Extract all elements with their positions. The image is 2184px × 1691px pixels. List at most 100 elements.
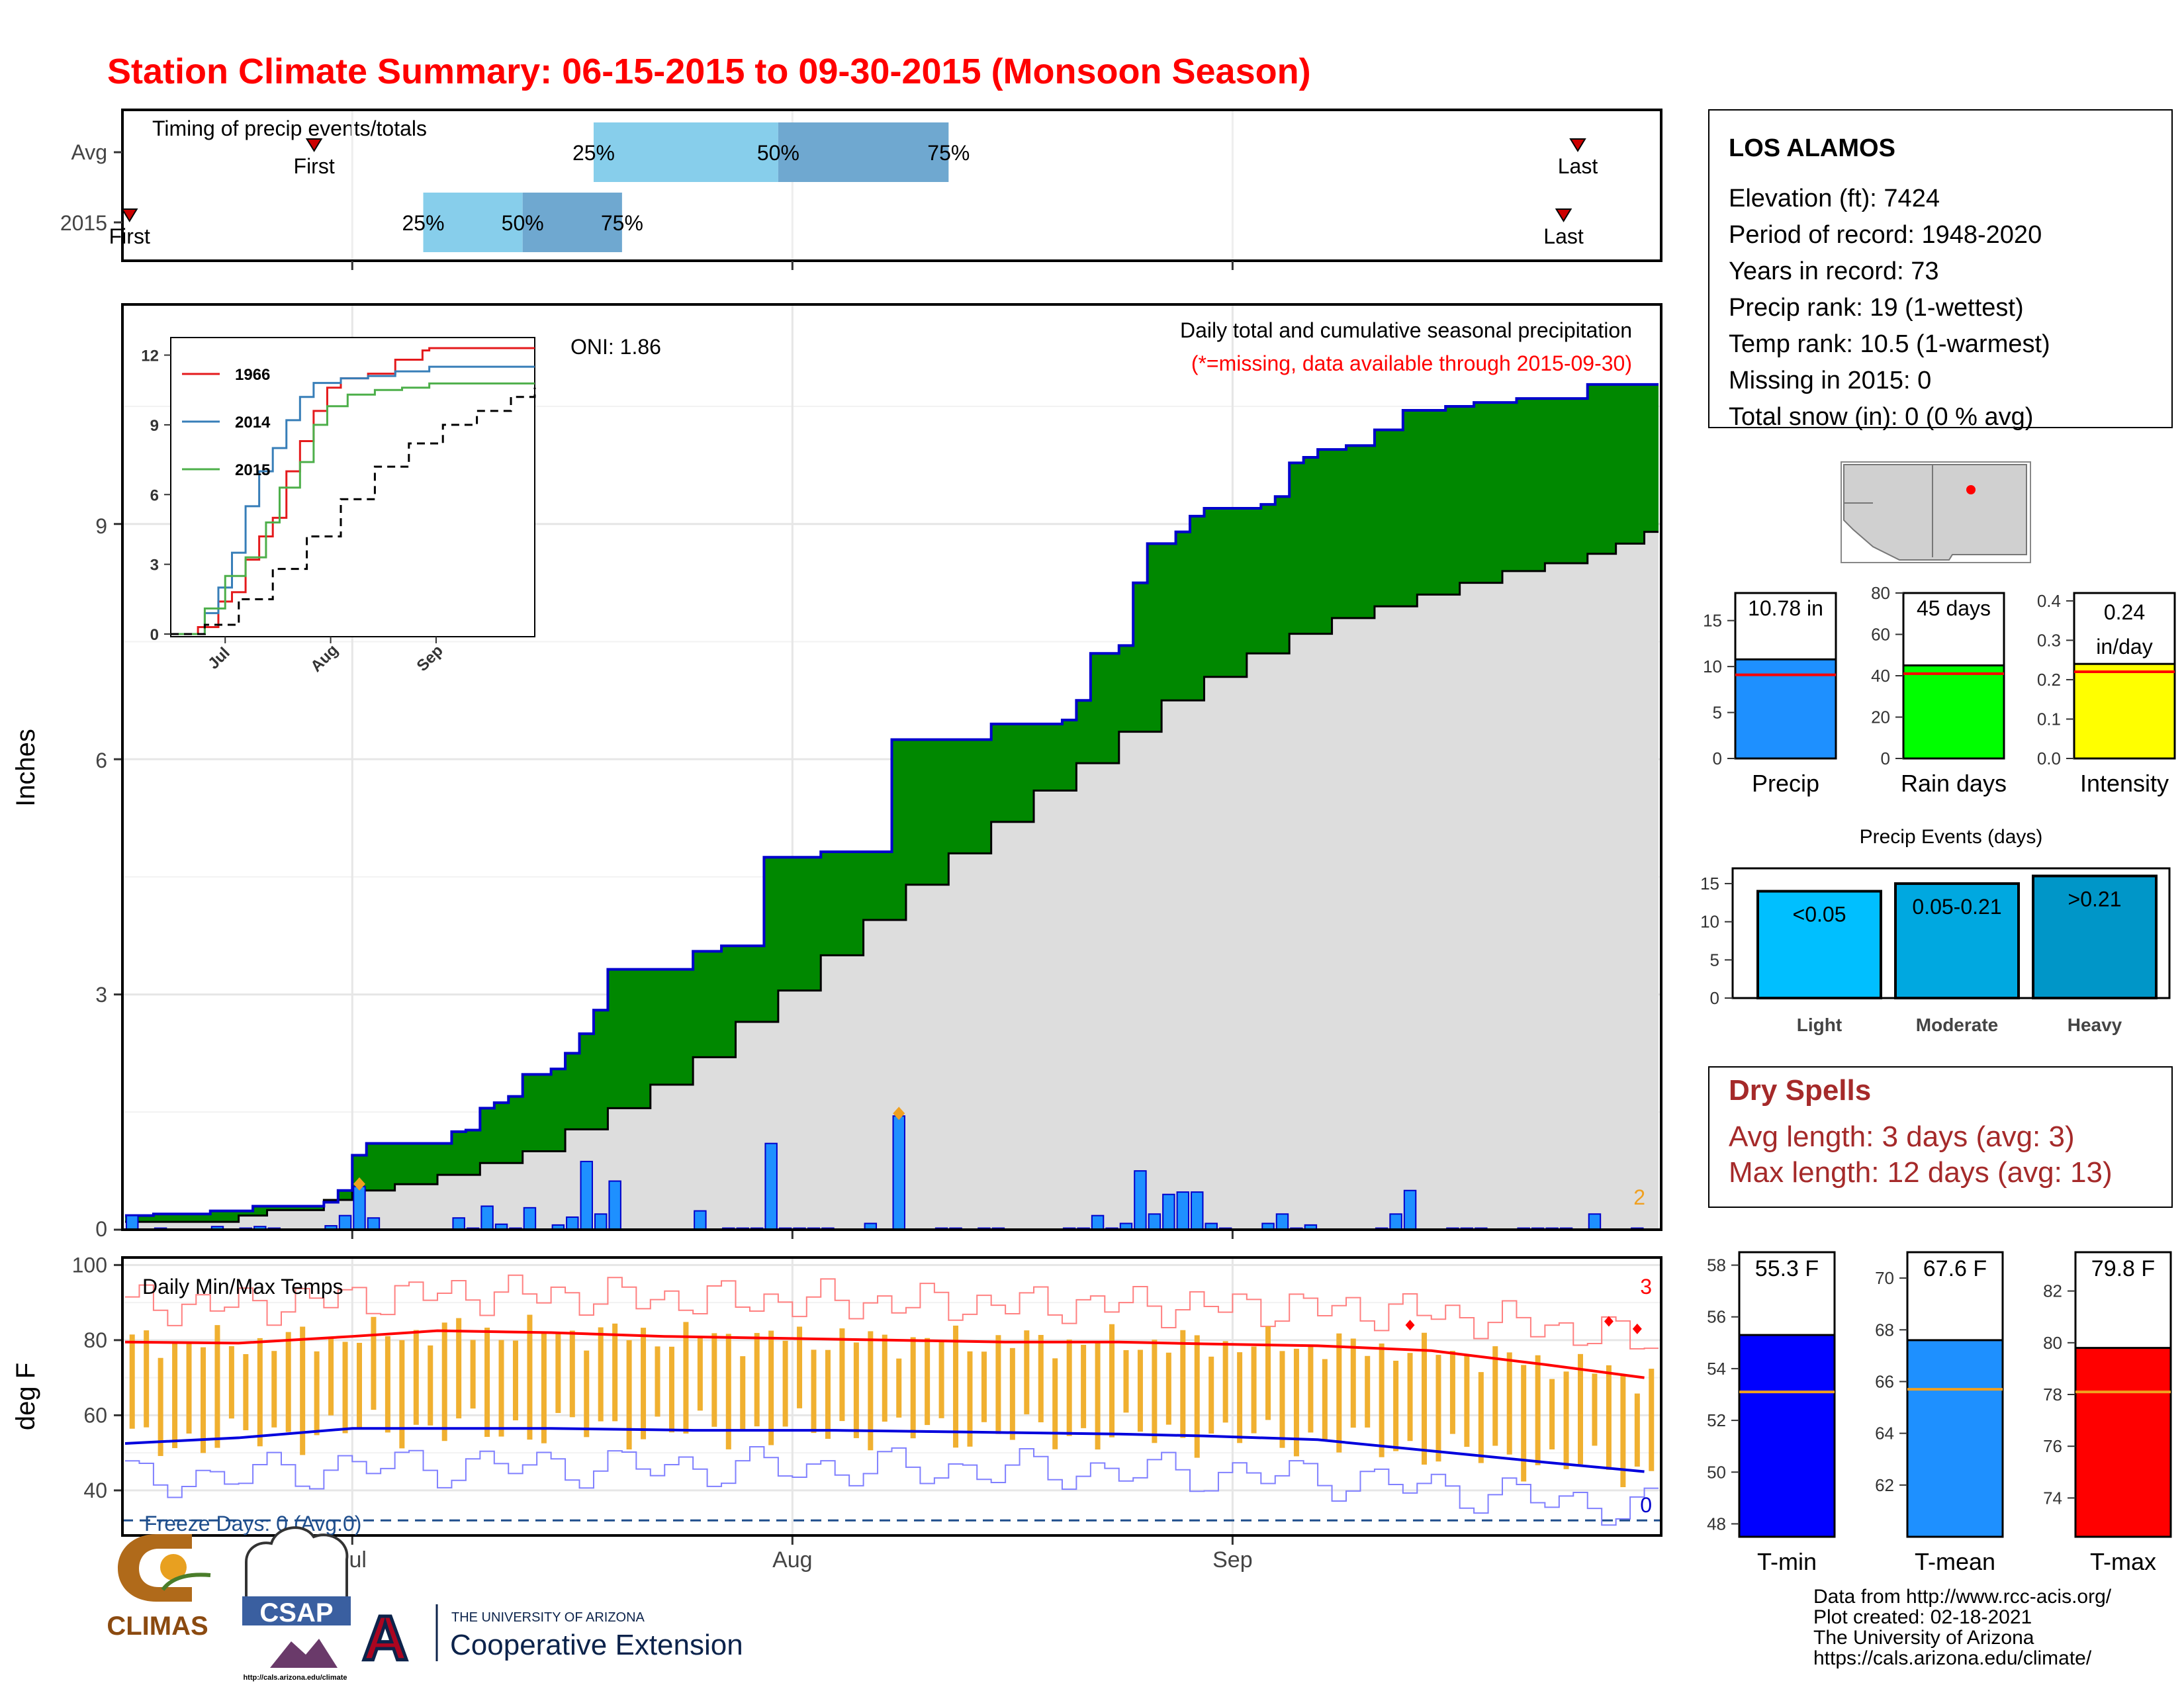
temp-bar-value-label: 67.6 F [1923,1256,1987,1281]
timing-last-label: Last [1558,154,1598,178]
daily-temp-range-bar [768,1330,774,1445]
map-states-shape [1843,464,2027,561]
footer-credits: Data from http://www.rcc-acis.org/ Plot … [1813,1586,2112,1669]
daily-precip-bar [1134,1170,1147,1230]
daily-precip-bar [480,1205,494,1231]
freeze-days-label: Freeze Days: 0 (Avg:0) [144,1512,361,1535]
daily-precip-bar [694,1210,707,1231]
events-bar-range: 0.05-0.21 [1912,895,2001,919]
daily-temp-range-bar [1038,1335,1044,1423]
temperature-y-label: deg F [11,1363,40,1430]
timing-q50-label: 50% [757,141,799,165]
station-period: Period of record: 1948-2020 [1729,221,2042,249]
daily-temp-range-bar [1435,1355,1441,1462]
daily-temp-range-bar [385,1336,390,1433]
climatology-precip-line [125,531,1659,1223]
daily-temp-range-bar [641,1328,647,1440]
dry-spells-frame [1708,1066,2173,1208]
daily-temp-range-bar [626,1340,632,1450]
daily-temp-range-bar [1251,1346,1257,1434]
daily-temp-range-bar [512,1340,518,1421]
missing-note: (*=missing, data available through 2015-… [1191,351,1632,375]
daily-temp-range-bar [555,1334,561,1413]
daily-temp-range-bar [1222,1341,1228,1423]
daily-precip-bar [594,1213,608,1230]
daily-temp-range-bar [1393,1361,1399,1451]
daily-temp-range-bar [1549,1379,1555,1449]
timing-first-marker [305,138,323,152]
daily-temp-range-bar [129,1334,135,1429]
record-high-temp-line [125,1274,1659,1349]
cumulative-precip-line [125,383,1659,1217]
daily-temp-range-bar [186,1342,192,1434]
daily-temp-range-bar [868,1331,874,1451]
temp-bar-category-label: T-mean [1915,1548,1995,1575]
events-bar-range: >0.21 [2068,888,2122,911]
mini-bar-tick-label: 0 [1881,749,1890,768]
daily-precip-bar [1176,1191,1190,1230]
inset-legend-label: 2015 [235,461,270,479]
summary-bar-charts: 0 5 10 15 10.78 in Precip 0 20 40 60 80 45 days Rain… [1703,583,2176,797]
events-tick-label: 5 [1710,950,1719,970]
climas-logo-mark [118,1534,192,1602]
page-title: Station Climate Summary: 06-15-2015 to 0… [107,52,1311,91]
daily-temp-range-bar [1365,1355,1371,1428]
max-precip-marker [353,1177,365,1191]
temp-y-tick-label: 100 [72,1253,107,1277]
timing-panel: Timing of precip events/totals Avg 2015 … [60,109,1662,270]
daily-precip-bar [126,1214,139,1230]
daily-temp-range-bar [1620,1375,1626,1488]
timing-q75-label: 75% [601,211,643,235]
climas-logo-sun [160,1554,187,1580]
mini-bar-tick-label: 0.3 [2037,630,2061,650]
timing-first-marker [120,208,138,222]
mini-bar-tick-label: 0.0 [2037,749,2061,768]
temperature-panel-title: Daily Min/Max Temps [142,1275,343,1299]
csap-logo-cloud [245,1526,349,1616]
mini-bar-tick-label: 10 [1703,657,1722,676]
daily-temp-range-bar [1449,1351,1455,1434]
temp-bar-tick-label: 74 [2043,1488,2062,1508]
record-high-marker [1405,1320,1415,1331]
record-high-marker [1604,1316,1614,1327]
mini-bar-tick-label: 0 [1713,749,1722,768]
daily-precip-bar [1275,1213,1289,1230]
dry-spells-title: Dry Spells [1729,1074,1871,1107]
daily-temp-range-bar [1422,1332,1428,1465]
daily-temp-range-bar [342,1342,348,1434]
temp-bar-tick-label: 58 [1707,1256,1726,1275]
temperature-panel-frame [121,1256,1662,1537]
daily-temp-range-bar [598,1327,604,1422]
footer-university: The University of Arizona [1813,1627,2034,1649]
map-state-border [1844,465,1933,557]
daily-temp-range-bar [1592,1373,1598,1446]
record-high-marker [1632,1323,1642,1334]
temp-y-tick-label: 80 [83,1328,107,1352]
temp-bar-tick-label: 62 [1875,1475,1894,1495]
daily-temp-range-bar [1137,1349,1143,1432]
mini-bar-value [1902,664,2005,760]
station-temp-rank: Temp rank: 10.5 (1-warmest) [1729,330,2050,358]
temp-bar-tick-label: 52 [1707,1410,1726,1430]
temp-bar-tick-label: 66 [1875,1371,1894,1391]
daily-temp-range-bar [498,1340,504,1437]
timing-q25-label: 25% [402,211,445,235]
daily-temp-range-bar [1350,1338,1356,1428]
daily-temp-range-bar [243,1354,249,1430]
month-label: Sep [1212,1547,1253,1573]
station-precip-rank: Precip rank: 19 (1-wettest) [1729,294,2024,322]
daily-temp-range-bar [1165,1352,1171,1425]
daily-temp-range-bar [683,1322,689,1434]
timing-bar-q50-q75 [522,193,622,252]
climas-logo-leaf [161,1573,211,1591]
daily-precip-bar [566,1216,579,1230]
inset-legend-label: 1966 [235,366,270,384]
daily-temp-range-bar [1492,1346,1498,1446]
daily-precip-bar [1403,1189,1417,1230]
month-label: Aug [772,1547,813,1573]
temp-bar-value-label: 79.8 F [2091,1256,2155,1281]
temp-bar-tick-label: 70 [1875,1268,1894,1288]
daily-temp-range-bar [1535,1355,1541,1465]
timing-bar-q25-q50 [593,122,778,182]
mini-bar-value-label: 10.78 in [1748,596,1823,620]
